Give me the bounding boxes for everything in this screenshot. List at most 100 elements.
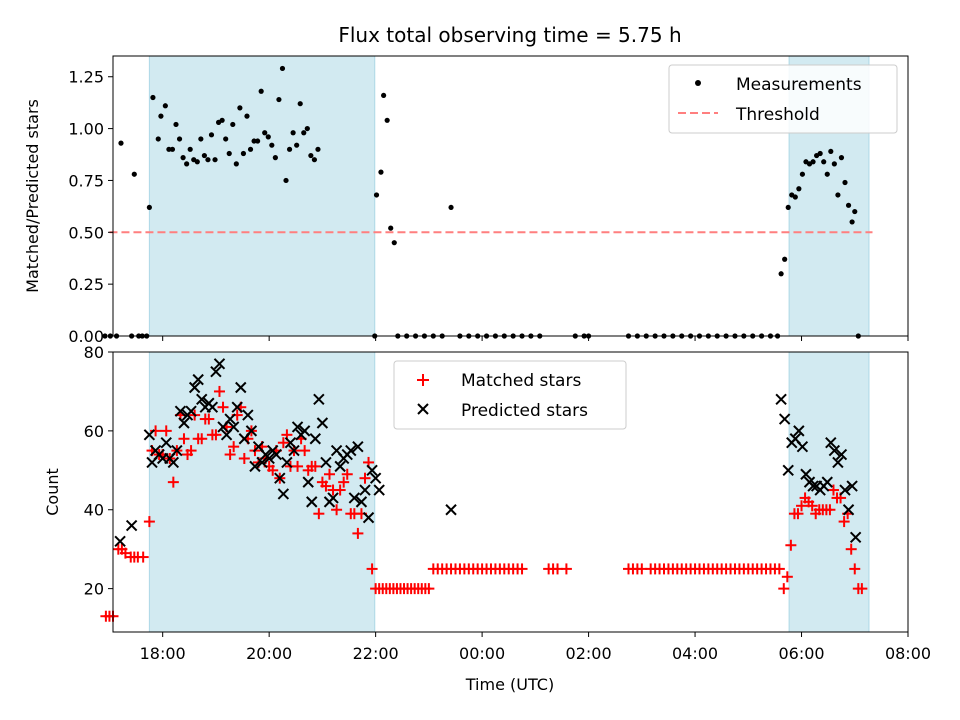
- predicted-star-point-16: [192, 373, 204, 386]
- predicted-star-point-76: [800, 468, 812, 480]
- y-tick-label: 0.00: [68, 327, 104, 346]
- measurement-point-116: [828, 148, 834, 155]
- bottom-y-axis-label: Count: [43, 468, 62, 516]
- predicted-star-point-62: [355, 496, 368, 508]
- predicted-star-point-87: [839, 484, 851, 496]
- measurement-point-45: [276, 96, 282, 103]
- predicted-star-point-7: [160, 436, 172, 449]
- x-tick-label: 02:00: [566, 644, 612, 663]
- measurement-point-51: [297, 101, 303, 107]
- legend-measurements-marker: [695, 80, 701, 86]
- measurement-point-63: [391, 240, 397, 246]
- matched-star-point-162: [824, 504, 836, 516]
- y-tick-label: 80: [84, 343, 104, 362]
- measurement-point-113: [817, 150, 823, 157]
- measurement-point-5: [131, 171, 137, 177]
- measurement-point-70: [448, 204, 454, 211]
- predicted-star-point-64: [362, 511, 375, 524]
- measurement-point-11: [155, 136, 161, 142]
- measurement-point-49: [290, 130, 296, 136]
- measurement-point-17: [176, 136, 183, 142]
- measurement-point-27: [212, 157, 218, 163]
- predicted-star-point-42: [284, 436, 297, 449]
- matched-star-point-9: [137, 551, 149, 563]
- matched-star-point-37: [238, 452, 250, 464]
- predicted-star-point-50: [313, 393, 325, 406]
- predicted-star-point-38: [270, 448, 282, 461]
- matched-star-point-25: [196, 433, 208, 445]
- measurement-point-25: [205, 157, 211, 163]
- top-legend-box: [668, 64, 898, 134]
- predicted-star-point-46: [298, 425, 311, 437]
- y-tick-label: 40: [84, 501, 104, 520]
- predicted-star-point-11: [174, 405, 187, 417]
- legend-measurements-label: Measurements: [736, 75, 862, 95]
- legend-threshold-label: Threshold: [735, 105, 820, 125]
- measurement-point-44: [272, 155, 278, 161]
- measurement-point-59: [378, 169, 384, 175]
- matched-star-point-66: [341, 468, 353, 480]
- measurement-point-103: [782, 256, 788, 262]
- predicted-star-point-63: [359, 484, 371, 496]
- predicted-star-point-49: [309, 433, 322, 445]
- top-panel: 0.00 0.25 0.50 0.75 1.00 1.25 Matched/Predict…: [23, 55, 909, 346]
- measurement-point-40: [258, 88, 264, 94]
- matched-star-point-34: [228, 441, 240, 453]
- matched-star-point-71: [359, 472, 371, 484]
- predicted-star-point-48: [306, 496, 318, 508]
- matched-star-point-29: [210, 429, 222, 441]
- measurement-point-24: [201, 152, 207, 159]
- measurement-point-30: [223, 136, 229, 142]
- measurement-point-9: [146, 204, 152, 211]
- measurement-point-35: [240, 150, 247, 157]
- measurement-point-46: [279, 65, 286, 72]
- matched-star-point-69: [352, 527, 364, 539]
- bottom-x-ticks: 18:00 20:00 22:00 00:00 02:00 04:00 06:00 08:00: [140, 632, 931, 663]
- measurement-point-22: [194, 159, 200, 165]
- matched-star-point-54: [299, 445, 311, 457]
- matched-star-point-45: [267, 464, 279, 476]
- matched-star-point-150: [781, 571, 793, 583]
- bottom-highlight-spans: [148, 351, 870, 633]
- measurement-point-50: [294, 142, 300, 148]
- measurement-point-104: [785, 204, 791, 211]
- legend-matched-label: Matched stars: [461, 371, 581, 391]
- measurement-point-119: [838, 155, 845, 161]
- measurement-point-29: [219, 117, 225, 123]
- measurement-point-43: [269, 142, 275, 148]
- x-tick-label: 20:00: [246, 644, 292, 663]
- matched-star-point-57: [309, 460, 321, 472]
- matched-star-point-149: [778, 583, 790, 595]
- top-x-ticks: [162, 336, 909, 341]
- matched-star-point-148: [773, 563, 785, 575]
- predicted-star-point-28: [235, 381, 247, 394]
- x-tick-label: 08:00: [885, 644, 931, 663]
- predicted-star-point-78: [807, 480, 819, 492]
- top-y-ticks: 0.00 0.25 0.50 0.75 1.00 1.25: [68, 68, 113, 346]
- measurement-point-32: [230, 121, 236, 128]
- measurement-point-37: [247, 146, 254, 152]
- predicted-star-point-25: [224, 413, 236, 425]
- predicted-star-point-59: [345, 444, 357, 457]
- predicted-star-point-70: [778, 413, 791, 425]
- x-tick-label: 00:00: [459, 644, 505, 663]
- measurement-point-0: [102, 333, 108, 339]
- measurement-point-121: [845, 202, 852, 208]
- predicted-star-point-74: [793, 425, 805, 437]
- predicted-star-point-34: [256, 456, 268, 469]
- predicted-star-point-41: [281, 456, 293, 469]
- predicted-star-point-65: [366, 464, 378, 477]
- measurement-point-102: [778, 271, 784, 277]
- highlight-span-2: [788, 351, 870, 633]
- legend-predicted-label: Predicted stars: [461, 401, 588, 421]
- measurement-point-115: [824, 171, 830, 177]
- matched-star-point-169: [849, 563, 861, 575]
- predicted-star-point-0: [114, 535, 126, 548]
- measurement-point-48: [286, 146, 293, 152]
- measurement-point-120: [842, 179, 848, 186]
- measurement-point-118: [835, 192, 841, 198]
- predicted-star-point-86: [835, 448, 848, 461]
- predicted-star-point-30: [242, 409, 254, 421]
- measurement-point-54: [308, 152, 314, 159]
- predicted-star-point-69: [775, 393, 787, 406]
